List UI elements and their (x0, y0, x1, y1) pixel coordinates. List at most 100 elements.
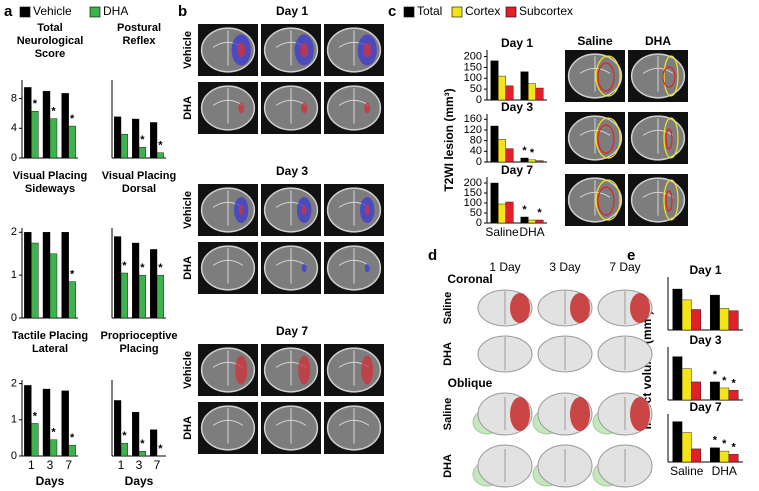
row-label: Saline (442, 398, 454, 430)
bar (42, 388, 51, 457)
y-tick-label: 2 (11, 378, 17, 390)
lesion-render (570, 397, 590, 431)
section-title: Day 7 (276, 324, 308, 338)
bar (31, 423, 39, 457)
lesion-render (510, 397, 530, 431)
bar (68, 281, 76, 319)
bar (61, 232, 69, 319)
lesion-render (570, 293, 590, 323)
bar (490, 60, 499, 101)
bar (691, 381, 702, 401)
lesion-outline (665, 190, 673, 212)
bar (505, 201, 514, 224)
lesion-overlay (237, 42, 246, 58)
chart-title: Day 7 (501, 163, 533, 177)
bar (156, 274, 164, 319)
significance-mark: * (140, 438, 145, 450)
legend-swatch (403, 6, 415, 18)
y-tick-label: 0 (11, 152, 17, 164)
bar (528, 219, 536, 224)
x-tick-label: 7 (65, 458, 72, 472)
significance-mark: * (530, 147, 535, 159)
brain-structure (212, 248, 244, 284)
section-title: Coronal (447, 272, 492, 286)
y-tick-label: 160 (464, 113, 482, 125)
bar (520, 216, 529, 224)
significance-mark: * (731, 441, 736, 453)
legend-label: Vehicle (33, 4, 72, 18)
lesion-outline (595, 117, 621, 159)
bar (114, 116, 122, 159)
lesion-overlay (364, 204, 370, 216)
row-label: Vehicle (182, 31, 194, 69)
row-label: DHA (182, 256, 194, 280)
panel-label: a (4, 3, 13, 20)
y-tick-label: 1 (11, 269, 17, 281)
brain-structure (642, 180, 674, 216)
lesion-overlay (298, 355, 311, 385)
legend-label: DHA (103, 4, 128, 18)
bar (490, 182, 499, 224)
lesion-render (510, 293, 530, 323)
lesion-outline (597, 124, 615, 154)
bar (31, 110, 39, 159)
significance-mark: * (51, 427, 56, 439)
bar (120, 442, 128, 457)
bar (24, 385, 32, 457)
bar (672, 288, 683, 331)
significance-mark: * (33, 410, 38, 422)
y-tick-label: 1 (11, 414, 17, 426)
lesion-outline (662, 66, 676, 88)
bar (42, 90, 51, 159)
bar (505, 85, 514, 101)
brain-structure (579, 180, 611, 216)
bar (672, 356, 683, 401)
y-tick-label: 0 (476, 94, 482, 106)
lesion-overlay (301, 204, 307, 216)
bar (528, 83, 536, 101)
bar (681, 432, 692, 463)
lesion-overlay (361, 355, 374, 385)
y-tick-label: 150 (464, 187, 482, 199)
bar (709, 294, 720, 331)
panel-label: c (388, 3, 396, 20)
bar (114, 236, 122, 319)
lesion-outline (663, 179, 679, 221)
column-header: 1 Day (489, 260, 520, 274)
significance-mark: * (70, 113, 75, 125)
bar (138, 274, 146, 319)
brain-structure (579, 118, 611, 154)
bar (728, 310, 739, 331)
brain-structure (338, 408, 370, 444)
bar (132, 411, 140, 457)
bar (114, 400, 122, 457)
bar (535, 87, 544, 101)
legend-label: Cortex (465, 4, 500, 18)
brain-structure (579, 56, 611, 92)
x-axis-label: Days (36, 474, 65, 488)
y-axis-label: T2WI lesion (mm³) (442, 88, 456, 191)
brain-structure (642, 56, 674, 92)
lesion-overlay (238, 204, 244, 216)
brain-structure (338, 248, 370, 284)
significance-mark: * (713, 369, 718, 381)
x-tick-label: 3 (47, 458, 54, 472)
bar (31, 242, 39, 319)
lesion-overlay (301, 263, 307, 273)
x-tick-label: 1 (28, 458, 35, 472)
bar (49, 439, 58, 457)
y-tick-label: 0 (476, 217, 482, 229)
significance-mark: * (70, 268, 75, 280)
x-tick-label: 1 (118, 458, 125, 472)
row-label: DHA (442, 454, 454, 478)
y-tick-label: 80 (470, 135, 482, 147)
lesion-outline (665, 128, 673, 150)
bar (691, 448, 702, 463)
bar (49, 253, 58, 319)
lesion-render (630, 397, 650, 431)
significance-mark: * (70, 432, 75, 444)
significance-mark: * (122, 430, 127, 442)
lesion-overlay (363, 42, 372, 58)
bar (68, 444, 76, 457)
